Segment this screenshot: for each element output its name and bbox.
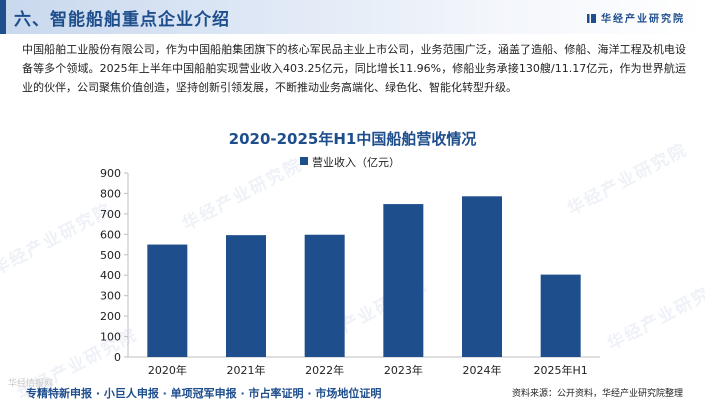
- intro-paragraph: 中国船舶工业股份有限公司，作为中国船舶集团旗下的核心军民品主业上市公司，业务范围…: [22, 43, 686, 94]
- x-tick-label: 2020年: [148, 363, 187, 377]
- chart-title: 2020-2025年H1中国船舶营收情况: [228, 130, 477, 148]
- y-tick-label: 500: [100, 249, 121, 262]
- legend-swatch: [300, 157, 308, 165]
- x-tick-label: 2023年: [384, 363, 423, 377]
- source-note: 资料来源：公开资料，华经产业研究院整理: [511, 389, 683, 399]
- y-tick-label: 0: [114, 351, 121, 364]
- bar: [383, 204, 424, 357]
- legend-label: 营业收入（亿元）: [312, 155, 400, 169]
- x-tick-label: 2022年: [305, 363, 344, 377]
- header-accent: [0, 0, 6, 34]
- page-title: 六、智能船舶重点企业介绍: [14, 10, 230, 30]
- header-bar: 六、智能船舶重点企业介绍 华经产业研究院: [0, 0, 705, 34]
- bar: [462, 196, 502, 357]
- y-tick-label: 700: [100, 208, 121, 221]
- y-tick-label: 100: [100, 331, 121, 344]
- brand-name: 华经产业研究院: [601, 14, 685, 25]
- x-tick-label: 2024年: [463, 363, 502, 377]
- bar: [304, 234, 345, 357]
- brand: 华经产业研究院: [587, 10, 685, 25]
- y-tick-label: 800: [100, 187, 121, 200]
- y-tick-label: 600: [100, 228, 121, 241]
- footer-logo: 华经情报网: [8, 379, 54, 389]
- y-tick-label: 300: [100, 290, 121, 303]
- bar: [147, 244, 188, 357]
- y-tick-label: 200: [100, 310, 121, 323]
- x-tick-label: 2025年H1: [534, 363, 588, 377]
- y-tick-label: 900: [100, 167, 121, 180]
- bar: [540, 274, 581, 357]
- y-tick-label: 400: [100, 269, 121, 282]
- x-tick-label: 2021年: [227, 363, 266, 377]
- bar: [226, 235, 266, 357]
- footer-services: 专精特新申报 · 小巨人申报 · 单项冠军申报 · 市占率证明 · 市场地位证明: [26, 387, 382, 400]
- brand-logo-icon: [587, 14, 596, 23]
